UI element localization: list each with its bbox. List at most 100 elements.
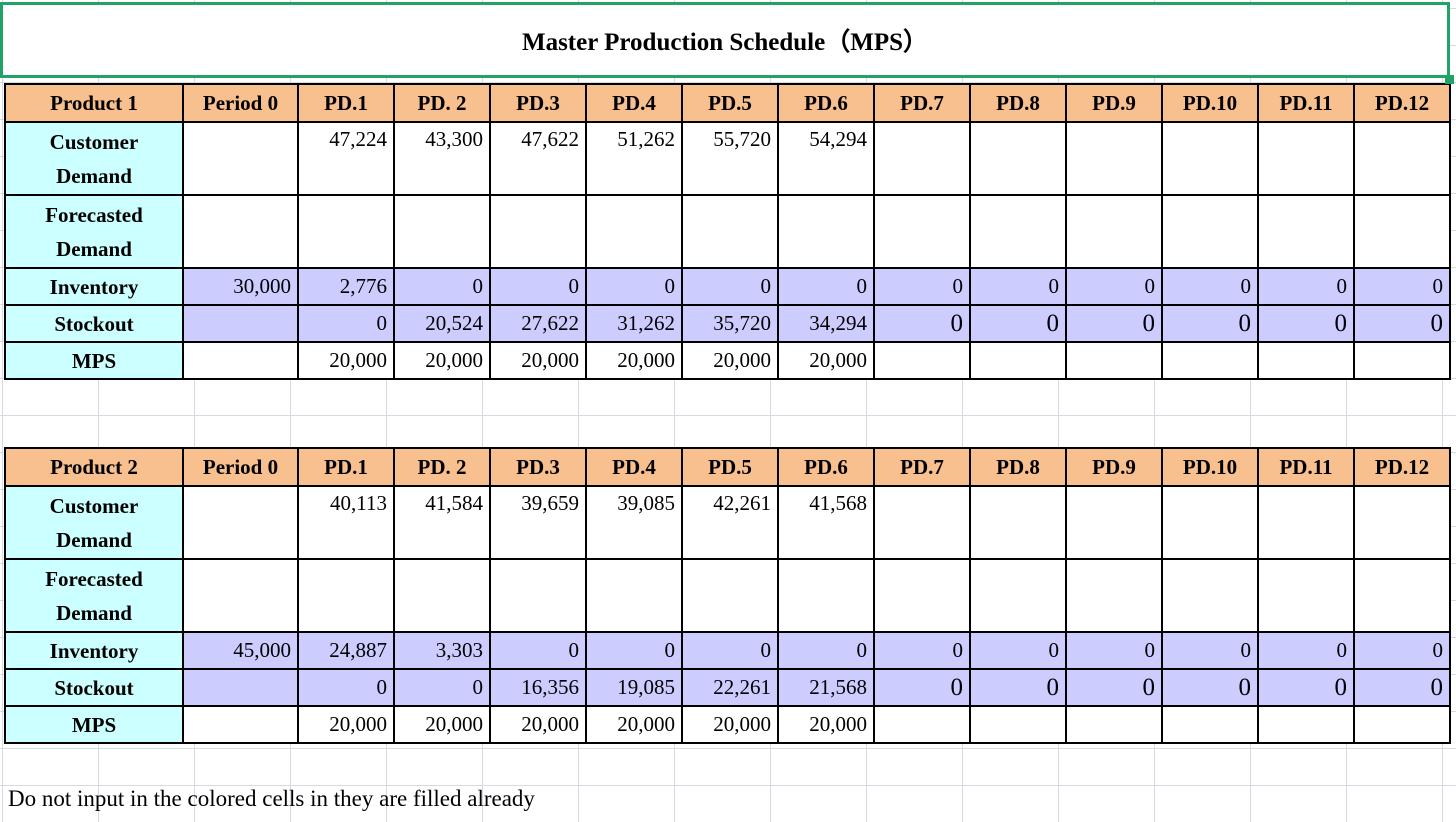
value-cell[interactable] (1257, 558, 1355, 633)
value-cell[interactable] (969, 558, 1067, 633)
period-header-cell[interactable]: PD.5 (681, 83, 779, 123)
value-cell[interactable] (969, 485, 1067, 560)
value-cell[interactable]: 0 (489, 631, 587, 670)
value-cell[interactable]: 30,000 (182, 267, 299, 306)
period-header-cell[interactable]: Period 0 (182, 447, 299, 487)
value-cell[interactable]: 0 (1065, 267, 1163, 306)
period-header-cell[interactable]: PD.9 (1065, 447, 1163, 487)
period-header-cell[interactable]: PD.1 (297, 83, 395, 123)
value-cell[interactable] (1353, 558, 1451, 633)
value-cell[interactable]: 24,887 (297, 631, 395, 670)
value-cell[interactable] (297, 558, 395, 633)
value-cell[interactable] (873, 705, 971, 744)
value-cell[interactable] (1161, 558, 1259, 633)
value-cell[interactable] (1257, 121, 1355, 196)
value-cell[interactable]: 0 (1161, 267, 1259, 306)
value-cell[interactable]: 20,000 (777, 705, 875, 744)
value-cell[interactable] (489, 558, 587, 633)
period-header-cell[interactable]: PD.9 (1065, 83, 1163, 123)
period-header-cell[interactable]: PD.3 (489, 447, 587, 487)
value-cell[interactable]: 20,000 (585, 705, 683, 744)
value-cell[interactable]: 0 (1353, 668, 1451, 707)
value-cell[interactable]: 20,000 (297, 705, 395, 744)
value-cell[interactable]: 20,000 (585, 341, 683, 380)
value-cell[interactable]: 47,622 (489, 121, 587, 196)
value-cell[interactable]: 0 (873, 668, 971, 707)
value-cell[interactable]: 16,356 (489, 668, 587, 707)
value-cell[interactable] (182, 194, 299, 269)
period-header-cell[interactable]: PD.11 (1257, 83, 1355, 123)
value-cell[interactable]: 0 (1353, 304, 1451, 343)
value-cell[interactable]: 42,261 (681, 485, 779, 560)
value-cell[interactable]: 0 (969, 631, 1067, 670)
value-cell[interactable] (1065, 485, 1163, 560)
period-header-cell[interactable]: PD.4 (585, 83, 683, 123)
value-cell[interactable] (873, 485, 971, 560)
value-cell[interactable]: 0 (585, 267, 683, 306)
row-label-cell[interactable]: Stockout (4, 668, 184, 707)
value-cell[interactable] (297, 194, 395, 269)
value-cell[interactable] (777, 194, 875, 269)
value-cell[interactable] (873, 194, 971, 269)
value-cell[interactable] (1257, 705, 1355, 744)
value-cell[interactable] (1353, 121, 1451, 196)
value-cell[interactable]: 0 (1257, 267, 1355, 306)
value-cell[interactable]: 0 (393, 668, 491, 707)
period-header-cell[interactable]: PD.12 (1353, 447, 1451, 487)
value-cell[interactable] (1257, 194, 1355, 269)
value-cell[interactable] (182, 121, 299, 196)
value-cell[interactable]: 20,000 (681, 705, 779, 744)
value-cell[interactable] (182, 705, 299, 744)
value-cell[interactable]: 0 (969, 304, 1067, 343)
value-cell[interactable]: 47,224 (297, 121, 395, 196)
product-name-cell[interactable]: Product 2 (4, 447, 184, 487)
value-cell[interactable] (585, 194, 683, 269)
value-cell[interactable] (182, 304, 299, 343)
period-header-cell[interactable]: PD.11 (1257, 447, 1355, 487)
period-header-cell[interactable]: PD.10 (1161, 447, 1259, 487)
value-cell[interactable]: 20,000 (489, 705, 587, 744)
value-cell[interactable] (1065, 341, 1163, 380)
value-cell[interactable] (182, 668, 299, 707)
value-cell[interactable]: 0 (873, 304, 971, 343)
value-cell[interactable]: 35,720 (681, 304, 779, 343)
value-cell[interactable] (393, 558, 491, 633)
value-cell[interactable]: 0 (1065, 668, 1163, 707)
value-cell[interactable]: 0 (489, 267, 587, 306)
value-cell[interactable]: 20,524 (393, 304, 491, 343)
value-cell[interactable] (873, 121, 971, 196)
value-cell[interactable]: 0 (1257, 304, 1355, 343)
value-cell[interactable]: 0 (873, 267, 971, 306)
value-cell[interactable] (1065, 194, 1163, 269)
value-cell[interactable] (681, 194, 779, 269)
value-cell[interactable]: 41,568 (777, 485, 875, 560)
value-cell[interactable] (182, 341, 299, 380)
row-label-cell[interactable]: MPS (4, 705, 184, 744)
period-header-cell[interactable]: PD.3 (489, 83, 587, 123)
value-cell[interactable] (489, 194, 587, 269)
value-cell[interactable] (873, 341, 971, 380)
period-header-cell[interactable]: PD. 2 (393, 83, 491, 123)
value-cell[interactable] (1257, 485, 1355, 560)
title-cell[interactable]: Master Production Schedule（MPS） (0, 2, 1450, 78)
row-label-cell[interactable]: Forecasted Demand (4, 194, 184, 269)
period-header-cell[interactable]: PD.6 (777, 83, 875, 123)
value-cell[interactable]: 31,262 (585, 304, 683, 343)
value-cell[interactable]: 0 (1065, 304, 1163, 343)
value-cell[interactable]: 0 (777, 631, 875, 670)
row-label-cell[interactable]: Forecasted Demand (4, 558, 184, 633)
row-label-cell[interactable]: MPS (4, 341, 184, 380)
period-header-cell[interactable]: PD.10 (1161, 83, 1259, 123)
period-header-cell[interactable]: PD.12 (1353, 83, 1451, 123)
value-cell[interactable] (1161, 485, 1259, 560)
value-cell[interactable] (1065, 705, 1163, 744)
row-label-cell[interactable]: Customer Demand (4, 121, 184, 196)
value-cell[interactable] (1161, 194, 1259, 269)
period-header-cell[interactable]: PD. 2 (393, 447, 491, 487)
value-cell[interactable] (1161, 705, 1259, 744)
value-cell[interactable]: 54,294 (777, 121, 875, 196)
value-cell[interactable] (1257, 341, 1355, 380)
value-cell[interactable]: 40,113 (297, 485, 395, 560)
row-label-cell[interactable]: Inventory (4, 631, 184, 670)
value-cell[interactable] (1353, 705, 1451, 744)
